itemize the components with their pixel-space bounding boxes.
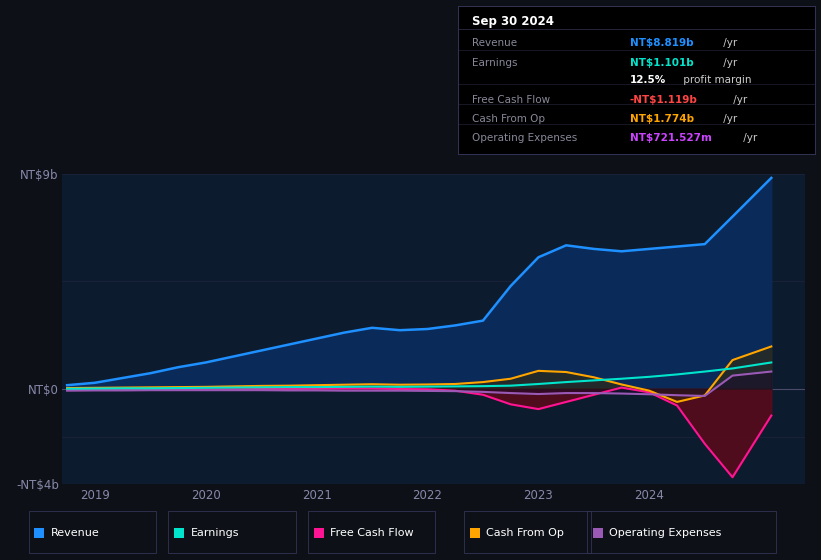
Text: Operating Expenses: Operating Expenses (472, 133, 578, 143)
Text: /yr: /yr (730, 95, 747, 105)
Text: /yr: /yr (719, 58, 736, 68)
Text: NT$721.527m: NT$721.527m (630, 133, 712, 143)
Text: Earnings: Earnings (190, 528, 239, 538)
Text: /yr: /yr (719, 38, 736, 48)
Text: NT$1.101b: NT$1.101b (630, 58, 693, 68)
Bar (464, 511, 591, 553)
Text: NT$1.774b: NT$1.774b (630, 114, 694, 124)
Bar (29, 511, 156, 553)
Text: Sep 30 2024: Sep 30 2024 (472, 15, 554, 27)
Text: /yr: /yr (719, 114, 736, 124)
Text: 12.5%: 12.5% (630, 76, 666, 85)
Text: Operating Expenses: Operating Expenses (609, 528, 722, 538)
Text: Cash From Op: Cash From Op (472, 114, 545, 124)
Text: Cash From Op: Cash From Op (486, 528, 564, 538)
Text: Free Cash Flow: Free Cash Flow (472, 95, 551, 105)
Bar (168, 511, 296, 553)
Text: Earnings: Earnings (472, 58, 518, 68)
Text: profit margin: profit margin (680, 76, 751, 85)
Text: NT$8.819b: NT$8.819b (630, 38, 693, 48)
Bar (308, 511, 435, 553)
Text: Free Cash Flow: Free Cash Flow (330, 528, 414, 538)
Text: /yr: /yr (740, 133, 757, 143)
Text: Revenue: Revenue (51, 528, 99, 538)
Text: -NT$1.119b: -NT$1.119b (630, 95, 697, 105)
Bar (587, 511, 776, 553)
Text: Revenue: Revenue (472, 38, 517, 48)
